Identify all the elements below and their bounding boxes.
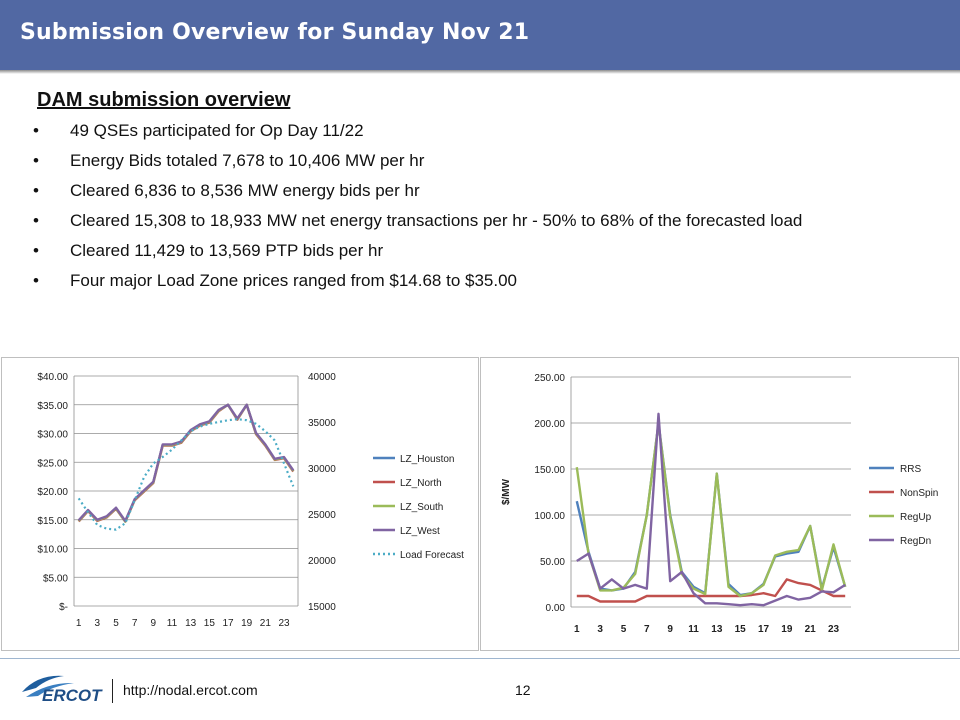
y-tick-label: 150.00 bbox=[534, 465, 565, 476]
x-tick-label: 23 bbox=[828, 624, 840, 635]
x-tick-label: 21 bbox=[260, 618, 272, 629]
x-tick-label: 1 bbox=[574, 624, 580, 635]
bullet-dot: • bbox=[33, 241, 39, 260]
x-tick-label: 5 bbox=[621, 624, 627, 635]
title-bar-shadow bbox=[0, 70, 960, 74]
series-line bbox=[77, 403, 295, 523]
y2-tick-label: 35000 bbox=[308, 418, 336, 429]
y-tick-label: $15.00 bbox=[37, 516, 68, 527]
title-bar: Submission Overview for Sunday Nov 21 bbox=[0, 0, 960, 70]
y2-tick-label: 25000 bbox=[308, 510, 336, 521]
x-tick-label: 9 bbox=[667, 624, 673, 635]
bullet-text: Cleared 6,836 to 8,536 MW energy bids pe… bbox=[70, 181, 420, 200]
x-tick-label: 9 bbox=[151, 618, 157, 629]
legend-label: RRS bbox=[900, 464, 921, 475]
legend-label: RegDn bbox=[900, 536, 931, 547]
footer-divider bbox=[0, 658, 960, 659]
bullet-text: Energy Bids totaled 7,678 to 10,406 MW p… bbox=[70, 151, 425, 170]
y-tick-label: 200.00 bbox=[534, 419, 565, 430]
legend-label: LZ_Houston bbox=[400, 454, 454, 465]
legend-label: LZ_West bbox=[400, 526, 440, 537]
ercot-logo-icon: ERCOT bbox=[22, 675, 103, 705]
y-tick-label: $- bbox=[59, 602, 68, 613]
logo-text: ERCOT bbox=[42, 686, 103, 704]
page-title: Submission Overview for Sunday Nov 21 bbox=[20, 20, 530, 45]
bullet-item: • Energy Bids totaled 7,678 to 10,406 MW … bbox=[33, 150, 893, 172]
x-tick-label: 17 bbox=[222, 618, 234, 629]
footer-separator bbox=[112, 679, 113, 703]
bullet-item: • 49 QSEs participated for Op Day 11/22 bbox=[33, 120, 893, 142]
bullet-text: Cleared 15,308 to 18,933 MW net energy t… bbox=[70, 211, 803, 230]
bullet-dot: • bbox=[33, 121, 39, 140]
x-tick-label: 7 bbox=[132, 618, 138, 629]
section-heading: DAM submission overview bbox=[37, 89, 291, 111]
x-tick-label: 3 bbox=[95, 618, 101, 629]
x-tick-label: 5 bbox=[113, 618, 119, 629]
x-tick-label: 15 bbox=[735, 624, 747, 635]
bullet-text: Cleared 11,429 to 13,569 PTP bids per hr bbox=[70, 241, 384, 260]
y-tick-label: $5.00 bbox=[43, 573, 68, 584]
y-tick-label: 0.00 bbox=[546, 603, 566, 614]
series-line bbox=[576, 412, 846, 607]
y-tick-label: $10.00 bbox=[37, 545, 68, 556]
y-tick-label: $30.00 bbox=[37, 430, 68, 441]
x-tick-label: 19 bbox=[241, 618, 253, 629]
series-line bbox=[576, 578, 846, 603]
y2-tick-label: 15000 bbox=[308, 602, 336, 613]
y-tick-label: 50.00 bbox=[540, 557, 565, 568]
load-zone-price-chart: $40.00 $35.00 $30.00 $25.00 $20.00 $15.00 $10.… bbox=[1, 357, 479, 651]
x-tick-label: 15 bbox=[204, 618, 216, 629]
bullet-dot: • bbox=[33, 181, 39, 200]
series-line bbox=[77, 418, 295, 531]
x-tick-label: 21 bbox=[805, 624, 817, 635]
y-tick-label: 250.00 bbox=[534, 373, 565, 384]
y-tick-label: $35.00 bbox=[37, 401, 68, 412]
legend-label: LZ_South bbox=[400, 502, 443, 513]
bullet-dot: • bbox=[33, 151, 39, 170]
legend-label: NonSpin bbox=[900, 488, 938, 499]
load-zone-price-chart-svg: $40.00 $35.00 $30.00 $25.00 $20.00 $15.00 $10.… bbox=[37, 372, 464, 629]
y-tick-label: 100.00 bbox=[534, 511, 565, 522]
series-line bbox=[77, 403, 295, 523]
y-tick-label: $25.00 bbox=[37, 458, 68, 469]
x-tick-label: 3 bbox=[597, 624, 603, 635]
x-tick-label: 7 bbox=[644, 624, 650, 635]
series-line bbox=[575, 421, 847, 597]
bullet-item: • Cleared 6,836 to 8,536 MW energy bids p… bbox=[33, 180, 893, 202]
y-axis-title: $/MW bbox=[501, 478, 512, 505]
x-tick-label: 11 bbox=[688, 624, 699, 635]
series-line bbox=[77, 403, 295, 523]
x-tick-label: 13 bbox=[711, 624, 723, 635]
x-tick-label: 19 bbox=[781, 624, 793, 635]
bullet-list: • 49 QSEs participated for Op Day 11/22 •… bbox=[33, 120, 893, 300]
legend-label: LZ_North bbox=[400, 478, 442, 489]
bullet-item: • Cleared 11,429 to 13,569 PTP bids per h… bbox=[33, 240, 893, 262]
legend-label: RegUp bbox=[900, 512, 932, 523]
x-tick-label: 11 bbox=[167, 618, 178, 629]
y2-tick-label: 20000 bbox=[308, 556, 336, 567]
footer-url[interactable]: http://nodal.ercot.com bbox=[123, 682, 258, 698]
x-tick-label: 23 bbox=[278, 618, 290, 629]
page-number: 12 bbox=[515, 682, 531, 698]
x-tick-label: 1 bbox=[76, 618, 82, 629]
ercot-logo: ERCOT bbox=[18, 670, 110, 709]
bullet-item: • Cleared 15,308 to 18,933 MW net energy … bbox=[33, 210, 893, 232]
legend-label: Load Forecast bbox=[400, 550, 464, 561]
ancillary-service-price-chart: 250.00 200.00 150.00 100.00 50.00 0.00 $/MW 1 3 5… bbox=[480, 357, 959, 651]
bullet-text: Four major Load Zone prices ranged from … bbox=[70, 271, 517, 290]
bullet-item: • Four major Load Zone prices ranged from… bbox=[33, 270, 893, 292]
x-tick-label: 17 bbox=[758, 624, 770, 635]
bullet-dot: • bbox=[33, 271, 39, 290]
series-line bbox=[575, 421, 847, 598]
bullet-text: 49 QSEs participated for Op Day 11/22 bbox=[70, 121, 364, 140]
y-tick-label: $40.00 bbox=[37, 372, 68, 383]
y2-tick-label: 40000 bbox=[308, 372, 336, 383]
bullet-dot: • bbox=[33, 211, 39, 230]
series-line bbox=[77, 403, 295, 523]
y2-tick-label: 30000 bbox=[308, 464, 336, 475]
y-tick-label: $20.00 bbox=[37, 487, 68, 498]
x-tick-label: 13 bbox=[185, 618, 197, 629]
